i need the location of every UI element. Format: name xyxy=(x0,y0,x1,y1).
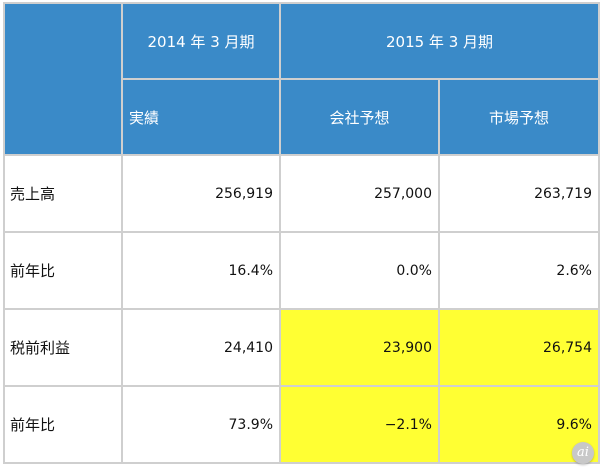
itmedia-ai-logo-icon: ai xyxy=(572,442,594,464)
company-forecast-value: −2.1% xyxy=(279,385,440,464)
actual-value: 16.4% xyxy=(121,231,281,310)
actual-value: 256,919 xyxy=(121,154,281,233)
row-label: 税前利益 xyxy=(3,308,123,387)
market-forecast-header: 市場予想 xyxy=(438,78,600,156)
row-label: 前年比 xyxy=(3,231,123,310)
table-row: 税前利益 24,410 23,900 26,754 xyxy=(3,308,600,387)
header-row-columns: 実績 会社予想 市場予想 xyxy=(4,78,600,156)
company-forecast-header: 会社予想 xyxy=(279,78,440,156)
actual-value: 24,410 xyxy=(121,308,281,387)
financial-table: 2014 年 3 月期 2015 年 3 月期 実績 会社予想 市場予想 売上高… xyxy=(3,2,600,464)
market-forecast-value: 263,719 xyxy=(438,154,600,233)
table-row: 前年比 16.4% 0.0% 2.6% xyxy=(3,231,600,310)
period-2014-header: 2014 年 3 月期 xyxy=(121,2,281,80)
market-forecast-value: 2.6% xyxy=(438,231,600,310)
actual-value: 73.9% xyxy=(121,385,281,464)
period-2015-header: 2015 年 3 月期 xyxy=(279,2,600,80)
actual-header: 実績 xyxy=(121,78,281,156)
header-row-periods: 2014 年 3 月期 2015 年 3 月期 xyxy=(3,2,600,156)
company-forecast-value: 23,900 xyxy=(279,308,440,387)
table-row: 売上高 256,919 257,000 263,719 xyxy=(3,154,600,233)
corner-header-cell xyxy=(3,2,123,156)
row-label: 売上高 xyxy=(3,154,123,233)
table-row: 前年比 73.9% −2.1% 9.6% xyxy=(3,385,600,464)
company-forecast-value: 0.0% xyxy=(279,231,440,310)
market-forecast-value: 9.6% xyxy=(438,385,600,464)
company-forecast-value: 257,000 xyxy=(279,154,440,233)
market-forecast-value: 26,754 xyxy=(438,308,600,387)
row-label: 前年比 xyxy=(3,385,123,464)
